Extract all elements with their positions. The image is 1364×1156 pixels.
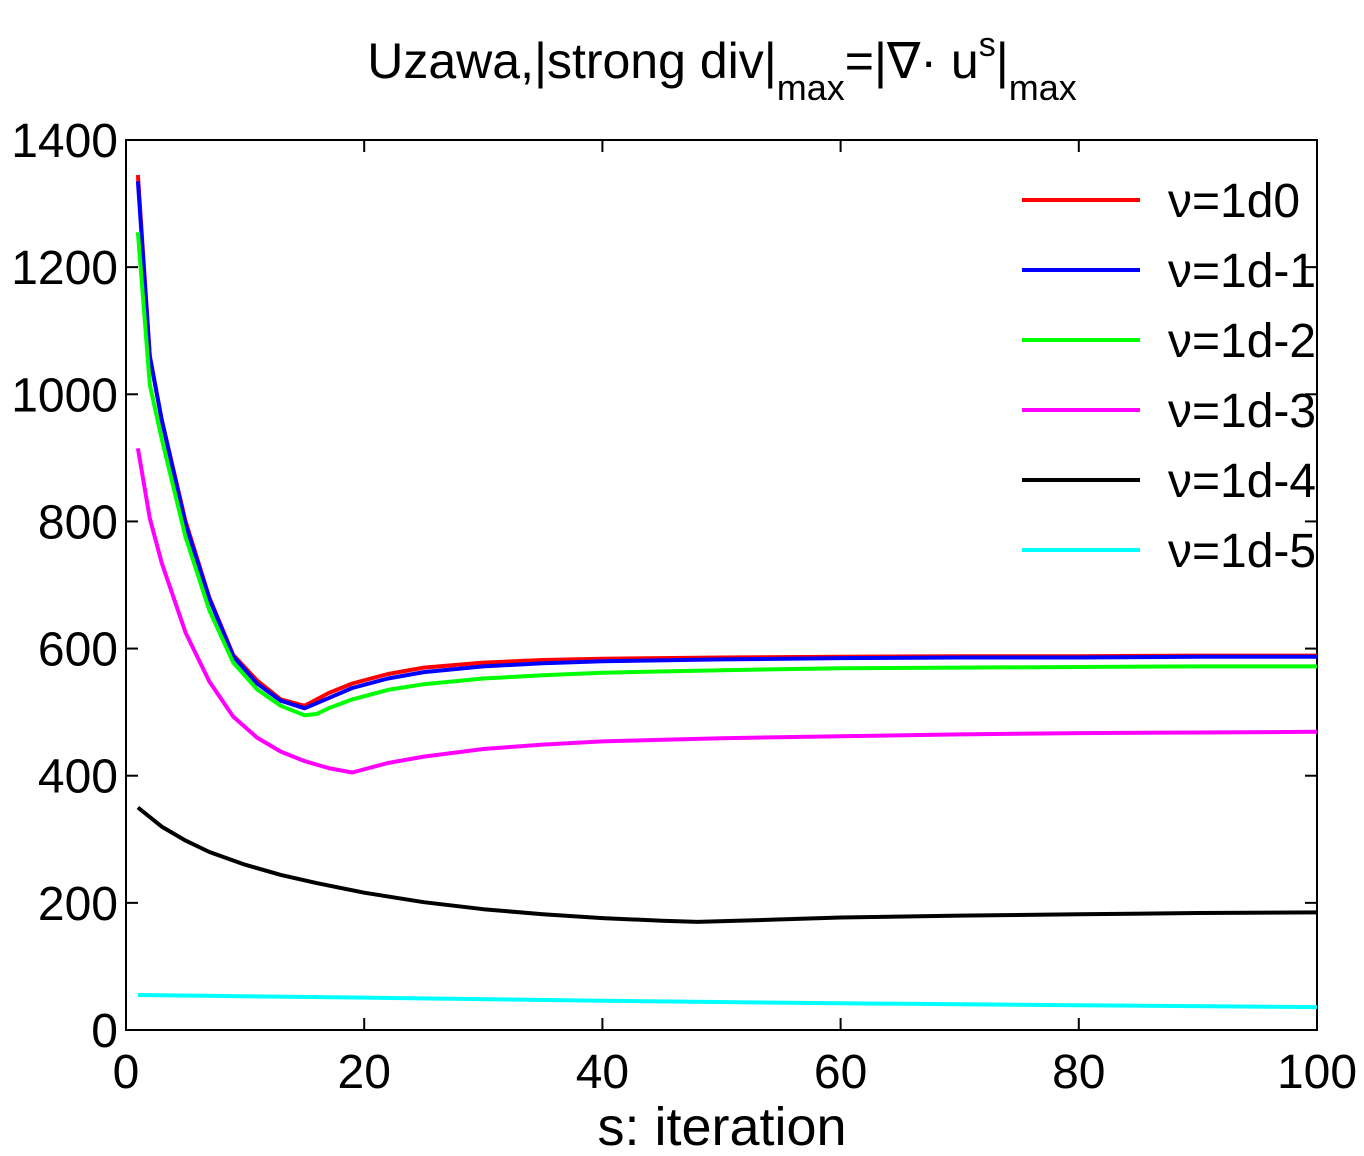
y-tick-label: 600 <box>38 624 118 677</box>
x-tick-label: 0 <box>113 1046 140 1099</box>
legend-label-1: ν=1d0 <box>1168 175 1300 228</box>
chart-title: Uzawa,|strong div|max=|∇· us|max <box>367 26 1077 108</box>
x-tick-label: 20 <box>338 1046 391 1099</box>
title-bar: | <box>996 33 1009 89</box>
x-tick-label: 40 <box>576 1046 629 1099</box>
y-tick-label: 800 <box>38 496 118 549</box>
y-tick-label: 1000 <box>11 369 118 422</box>
y-tick-label: 1400 <box>11 115 118 168</box>
legend-label-6: ν=1d-5 <box>1168 525 1316 578</box>
title-sub-max-1: max <box>777 67 845 108</box>
title-sub-max-2: max <box>1009 67 1077 108</box>
y-tick-label: 200 <box>38 878 118 931</box>
legend-label-3: ν=1d-2 <box>1168 315 1316 368</box>
series-group <box>135 174 1318 1010</box>
plot-area <box>125 139 1318 1031</box>
series-line-4 <box>135 447 1318 775</box>
legend-label-5: ν=1d-4 <box>1168 455 1316 508</box>
legend-label-2: ν=1d-1 <box>1168 245 1316 298</box>
x-tick-label: 60 <box>814 1046 867 1099</box>
y-tick-label: 0 <box>91 1005 118 1058</box>
legend-label-4: ν=1d-3 <box>1168 385 1316 438</box>
series-line-5 <box>136 805 1318 924</box>
y-tick-label: 400 <box>38 751 118 804</box>
title-sup-s: s <box>979 26 996 64</box>
series-line-6 <box>137 993 1318 1010</box>
series-line-3 <box>135 232 1317 718</box>
x-tick-label: 100 <box>1277 1046 1357 1099</box>
y-tick-label: 1200 <box>11 242 118 295</box>
title-prefix: Uzawa,|strong div| <box>367 33 776 89</box>
legend: ν=1d0 ν=1d-1 ν=1d-2 ν=1d-3 ν=1d-4 ν=1d-5 <box>1022 175 1316 578</box>
series-line-2 <box>135 181 1317 711</box>
x-axis-label: s: iteration <box>597 1097 846 1156</box>
x-tick-label: 80 <box>1052 1046 1105 1099</box>
title-mid: =|∇· u <box>845 33 979 89</box>
